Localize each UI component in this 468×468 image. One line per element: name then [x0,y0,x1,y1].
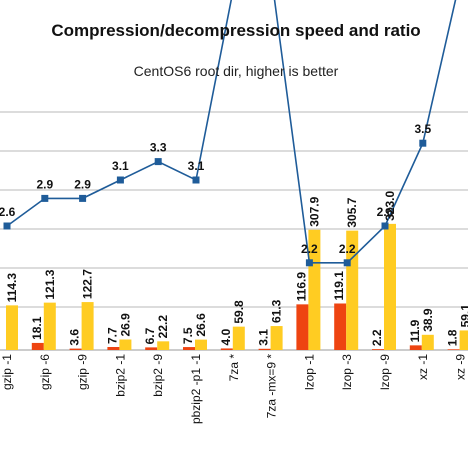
data-label-series-2: 59.8 [232,300,246,324]
ratio-point [154,158,162,166]
x-tick-label: bzip2 -1 [113,354,127,397]
ratio-point [41,194,49,202]
chart-subtitle: CentOS6 root dir, higher is better [134,63,339,79]
bar-series-1 [31,342,44,350]
data-label-ratio: 2.6 [377,205,394,219]
data-label-series-1: 2.2 [370,329,384,346]
x-tick-label: lzop -9 [378,354,392,390]
ratio-point [79,194,87,202]
data-label-series-2: 122.7 [81,269,95,299]
data-label-ratio: 3.3 [150,141,167,155]
data-label-ratio: 2.9 [36,177,53,191]
data-label-ratio: 2.6 [0,205,16,219]
data-label-ratio: 3.1 [112,159,129,173]
ratio-point [192,176,200,184]
data-label-series-1: 119.1 [332,271,346,301]
data-label-series-2: 114.3 [5,273,19,303]
ratio-point [381,222,389,230]
bar-series-2 [232,326,245,350]
bar-series-2 [43,302,56,350]
x-tick-label: lzop -1 [302,354,316,390]
data-label-ratio: 2.2 [301,242,318,256]
bar-series-2 [157,341,170,350]
bar-series-2 [195,339,207,350]
data-label-ratio: 2.9 [74,177,91,191]
bar-series-1 [447,349,460,350]
x-tick-label: lzop -3 [340,354,354,390]
data-label-series-2: 61.3 [270,299,284,323]
x-tick-label: gzip -9 [76,354,90,390]
bar-series-1 [372,349,384,350]
data-label-series-2: 323.0 [383,191,397,221]
bar-series-1 [334,303,347,350]
x-tick-label: xz -1 [416,354,430,380]
data-label-series-2: 22.2 [156,315,170,339]
ratio-point [116,176,124,184]
bar-series-1 [69,348,82,350]
x-tick-label: 7za -mx=9 * [265,354,279,419]
data-label-series-1: 6.7 [143,327,157,344]
bar-series-1 [258,348,271,350]
data-label-series-1: 3.1 [257,329,271,346]
bar-series-2 [459,330,468,350]
bar-series-1 [409,345,422,350]
data-label-series-1: 7.7 [105,327,119,344]
data-label-series-1: 3.6 [68,329,82,346]
data-label-ratio: 2.2 [339,242,356,256]
x-tick-label: pbzip2 -p1 -1 [189,354,203,424]
data-label-series-2: 38.9 [421,308,435,332]
bar-series-2 [421,334,434,350]
bar-series-2 [270,326,283,350]
ratio-point [3,222,11,230]
x-tick-label: xz -9 [454,354,468,380]
bar-series-1 [296,304,309,350]
bar-series-1 [107,346,120,350]
data-label-series-1: 11.9 [408,319,422,342]
x-tick-label: 7za * [227,354,241,382]
data-label-series-1: 18.1 [30,316,44,340]
data-label-series-1: 116.9 [294,272,308,302]
bar-series-2 [81,302,94,350]
bar-series-2 [6,305,18,350]
data-label-series-2: 59.1 [459,304,468,328]
data-label-series-2: 307.9 [307,196,321,226]
x-tick-label: gzip -6 [38,354,52,390]
bar-series-2 [119,339,132,350]
data-label-ratio: 3.5 [414,122,431,136]
bar-series-1 [145,347,158,350]
chart-title: Compression/decompression speed and rati… [51,21,420,40]
bar-series-2 [384,223,396,350]
data-label-series-2: 26.6 [194,313,208,337]
x-tick-label: gzip -1 [0,354,14,390]
data-label-ratio: 3.1 [188,159,205,173]
bar-series-1 [183,347,195,350]
ratio-point [305,259,313,267]
data-label-series-1: 7.5 [181,327,195,344]
x-tick-label: bzip2 -9 [151,354,165,397]
ratio-point [419,139,427,147]
data-label-series-2: 121.3 [43,269,57,299]
data-label-series-2: 26.9 [118,313,132,337]
data-label-series-2: 305.7 [345,197,359,227]
bar-series-1 [220,348,233,350]
data-label-series-1: 1.8 [446,329,460,346]
data-label-series-1: 4.0 [219,328,233,345]
ratio-point [343,259,351,267]
